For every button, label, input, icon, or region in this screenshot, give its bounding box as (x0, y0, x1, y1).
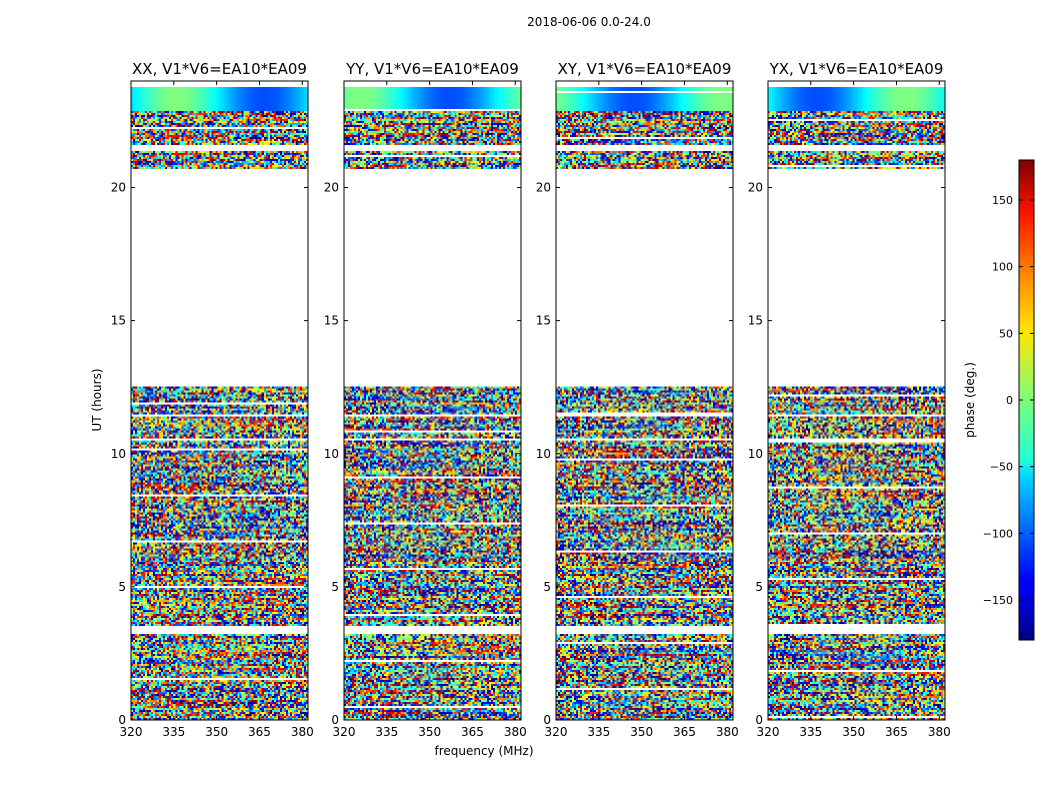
y-tick-label: 10 (748, 447, 763, 461)
y-axis-label: UT (hours) (90, 368, 104, 431)
panel-2: YY, V1*V6=EA10*EA09 320 335 350 365 380 0 5 10 15… (324, 60, 527, 739)
phase-heatmap (768, 81, 945, 720)
x-tick-label: 380 (504, 725, 527, 739)
x-tick-label: 320 (333, 725, 356, 739)
y-tick-label: 5 (331, 580, 339, 594)
y-tick-label: 10 (324, 447, 339, 461)
panel-title: YX, V1*V6=EA10*EA09 (769, 60, 944, 78)
panels: XX, V1*V6=EA10*EA09 320 335 350 365 380 0 5 10 15… (111, 60, 951, 739)
y-tick-label: 15 (111, 314, 126, 328)
phase-heatmap (131, 81, 308, 720)
x-tick-label: 335 (799, 725, 822, 739)
panel-3: XY, V1*V6=EA10*EA09 320 335 350 365 380 0 5 10 15… (536, 60, 739, 739)
y-tick-label: 20 (536, 181, 551, 195)
y-tick-label: 10 (111, 447, 126, 461)
phase-heatmap (556, 81, 733, 720)
y-tick-label: 5 (543, 580, 551, 594)
panel-4: YX, V1*V6=EA10*EA09 320 335 350 365 380 0 5 10 15… (748, 60, 951, 739)
colorbar-tick-label: −150 (983, 594, 1013, 607)
x-tick-label: 365 (673, 725, 696, 739)
y-tick-label: 5 (118, 580, 126, 594)
x-tick-label: 320 (545, 725, 568, 739)
x-tick-label: 335 (375, 725, 398, 739)
y-tick-label: 0 (543, 713, 551, 727)
x-tick-label: 320 (120, 725, 143, 739)
panel-title: XY, V1*V6=EA10*EA09 (558, 60, 732, 78)
axes-frame (343, 80, 522, 721)
colorbar-tick-label: −50 (990, 461, 1013, 474)
x-tick-label: 380 (716, 725, 739, 739)
x-tick-label: 350 (842, 725, 865, 739)
y-tick-label: 0 (118, 713, 126, 727)
x-axis-label: frequency (MHz) (434, 744, 533, 758)
x-tick-label: 365 (461, 725, 484, 739)
axes-frame (767, 80, 946, 721)
x-tick-label: 380 (928, 725, 951, 739)
x-tick-label: 350 (205, 725, 228, 739)
colorbar-label: phase (deg.) (963, 362, 977, 438)
x-tick-label: 335 (587, 725, 610, 739)
x-tick-label: 380 (291, 725, 314, 739)
colorbar-tick-label: 150 (992, 194, 1013, 207)
y-tick-label: 0 (331, 713, 339, 727)
y-tick-label: 15 (536, 314, 551, 328)
x-tick-label: 350 (630, 725, 653, 739)
y-tick-label: 15 (324, 314, 339, 328)
y-tick-label: 20 (748, 181, 763, 195)
colorbar: −150 −100 −50 0 50 100 150 (983, 159, 1035, 641)
colorbar-tick-label: 0 (1006, 394, 1013, 407)
y-tick-label: 20 (324, 181, 339, 195)
x-tick-label: 350 (418, 725, 441, 739)
colorbar-tick-label: 100 (992, 261, 1013, 274)
x-tick-label: 365 (885, 725, 908, 739)
colorbar-tick-label: −100 (983, 527, 1013, 540)
x-tick-label: 335 (162, 725, 185, 739)
axes-frame (555, 80, 734, 721)
panel-title: XX, V1*V6=EA10*EA09 (132, 60, 307, 78)
y-tick-label: 5 (755, 580, 763, 594)
panel-1: XX, V1*V6=EA10*EA09 320 335 350 365 380 0 5 10 15… (111, 60, 314, 739)
y-tick-label: 15 (748, 314, 763, 328)
panel-title: YY, V1*V6=EA10*EA09 (345, 60, 519, 78)
figure-title: 2018-06-06 0.0-24.0 (527, 15, 651, 29)
colorbar-tick-label: 50 (999, 327, 1013, 340)
y-tick-label: 0 (755, 713, 763, 727)
x-tick-label: 365 (248, 725, 271, 739)
axes-frame (130, 80, 309, 721)
y-tick-label: 10 (536, 447, 551, 461)
phase-heatmap (344, 81, 521, 720)
x-tick-label: 320 (757, 725, 780, 739)
y-tick-label: 20 (111, 181, 126, 195)
